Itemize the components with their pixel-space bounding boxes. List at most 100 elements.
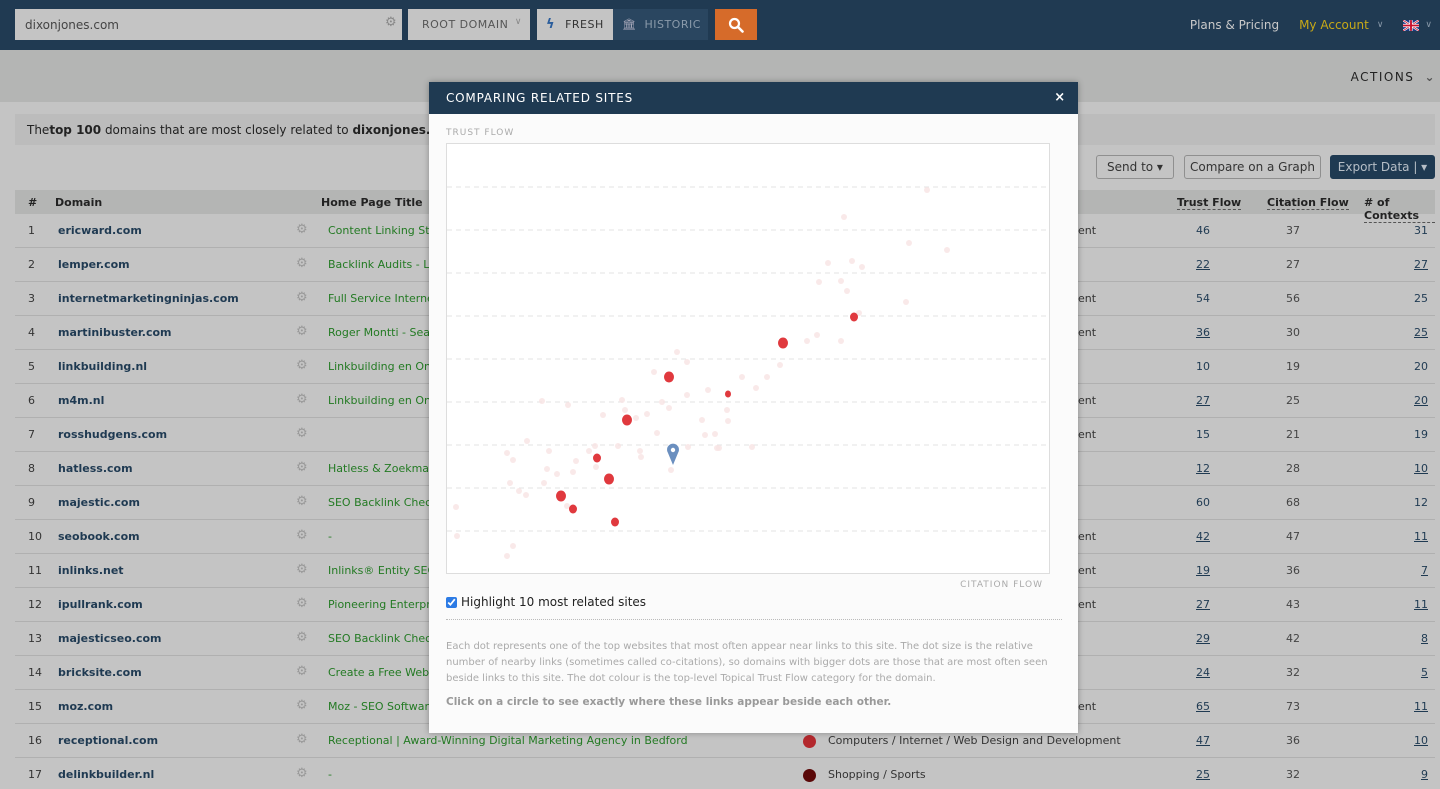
domain-link[interactable]: ipullrank.com	[58, 598, 143, 611]
trust-flow-value[interactable]: 42	[1196, 530, 1210, 543]
scatter-chart[interactable]	[446, 143, 1050, 574]
domain-link[interactable]: receptional.com	[58, 734, 159, 747]
header-citation-flow[interactable]: Citation Flow	[1267, 196, 1349, 210]
domain-link[interactable]: internetmarketingninjas.com	[58, 292, 239, 305]
domain-link[interactable]: bricksite.com	[58, 666, 142, 679]
gear-icon[interactable]: ⚙	[296, 256, 308, 271]
gear-icon[interactable]: ⚙	[296, 664, 308, 679]
domain-link[interactable]: delinkbuilder.nl	[58, 768, 155, 781]
map-pin-icon[interactable]	[667, 443, 679, 465]
gear-icon[interactable]: ⚙	[296, 222, 308, 237]
my-account-link[interactable]: My Account	[1299, 18, 1369, 32]
actions-menu[interactable]: ACTIONS ⌄	[1351, 70, 1436, 84]
gear-icon[interactable]: ⚙	[296, 358, 308, 373]
trust-flow-value[interactable]: 25	[1196, 768, 1210, 781]
domain-link[interactable]: martinibuster.com	[58, 326, 172, 339]
highlighted-site-dot[interactable]	[604, 473, 614, 485]
contexts-value[interactable]: 10	[1414, 734, 1428, 747]
contexts-value[interactable]: 10	[1414, 462, 1428, 475]
trust-flow-value[interactable]: 19	[1196, 564, 1210, 577]
gear-icon[interactable]: ⚙	[296, 324, 308, 339]
contexts-value[interactable]: 8	[1421, 632, 1428, 645]
chevron-down-icon[interactable]: ∨	[1376, 20, 1384, 30]
trust-flow-value[interactable]: 22	[1196, 258, 1210, 271]
trust-flow-value[interactable]: 27	[1196, 394, 1210, 407]
domain-link[interactable]: hatless.com	[58, 462, 133, 475]
trust-flow-value[interactable]: 29	[1196, 632, 1210, 645]
highlighted-site-dot[interactable]	[569, 504, 577, 514]
contexts-value[interactable]: 27	[1414, 258, 1428, 271]
send-to-button[interactable]: Send to ▾	[1096, 155, 1174, 179]
gear-icon[interactable]: ⚙	[296, 460, 308, 475]
contexts-value: 12	[1414, 496, 1428, 509]
trust-flow-value[interactable]: 65	[1196, 700, 1210, 713]
contexts-value[interactable]: 5	[1421, 666, 1428, 679]
contexts-value[interactable]: 7	[1421, 564, 1428, 577]
trust-flow-value[interactable]: 36	[1196, 326, 1210, 339]
domain-link[interactable]: majesticseo.com	[58, 632, 162, 645]
gear-icon[interactable]: ⚙	[296, 290, 308, 305]
gear-icon[interactable]: ⚙	[296, 766, 308, 781]
contexts-value[interactable]: 11	[1414, 530, 1428, 543]
trust-flow-value[interactable]: 47	[1196, 734, 1210, 747]
gear-icon[interactable]: ⚙	[296, 494, 308, 509]
scope-select[interactable]: ROOT DOMAIN ∨	[408, 9, 530, 40]
highlighted-site-dot[interactable]	[611, 517, 619, 527]
gear-icon[interactable]: ⚙	[296, 732, 308, 747]
domain-link[interactable]: linkbuilding.nl	[58, 360, 148, 373]
gear-icon[interactable]: ⚙	[385, 15, 397, 30]
citation-flow-value: 56	[1286, 292, 1300, 305]
gear-icon[interactable]: ⚙	[296, 528, 308, 543]
highlight-checkbox[interactable]	[446, 596, 457, 608]
chevron-down-icon[interactable]: ∨	[1425, 20, 1432, 30]
domain-link[interactable]: m4m.nl	[58, 394, 105, 407]
gear-icon[interactable]: ⚙	[296, 596, 308, 611]
gear-icon[interactable]: ⚙	[296, 426, 308, 441]
contexts-value[interactable]: 25	[1414, 326, 1428, 339]
uk-flag-icon[interactable]	[1403, 19, 1420, 31]
row-number: 7	[28, 428, 35, 441]
highlighted-site-dot[interactable]	[778, 337, 788, 349]
header-domain[interactable]: Domain	[55, 196, 103, 209]
highlight-toggle[interactable]: Highlight 10 most related sites	[446, 595, 646, 609]
header-title[interactable]: Home Page Title	[321, 196, 423, 209]
fresh-index-button[interactable]: ϟ FRESH	[537, 9, 613, 40]
domain-link[interactable]: rosshudgens.com	[58, 428, 168, 441]
contexts-value[interactable]: 9	[1421, 768, 1428, 781]
header-contexts[interactable]: # of Contexts	[1364, 196, 1435, 223]
highlighted-site-dot[interactable]	[850, 312, 858, 322]
trust-flow-value[interactable]: 12	[1196, 462, 1210, 475]
domain-search-input[interactable]: dixonjones.com ⚙	[15, 9, 402, 40]
highlighted-site-dot[interactable]	[664, 371, 674, 383]
close-icon[interactable]: ×	[1054, 90, 1066, 105]
gear-icon[interactable]: ⚙	[296, 630, 308, 645]
contexts-value[interactable]: 20	[1414, 394, 1428, 407]
gear-icon[interactable]: ⚙	[296, 562, 308, 577]
domain-link[interactable]: seobook.com	[58, 530, 140, 543]
trust-flow-value[interactable]: 24	[1196, 666, 1210, 679]
historic-index-button[interactable]: 🏛 HISTORIC	[613, 9, 708, 40]
search-button[interactable]	[715, 9, 757, 40]
domain-link[interactable]: lemper.com	[58, 258, 130, 271]
domain-link[interactable]: ericward.com	[58, 224, 142, 237]
domain-link[interactable]: majestic.com	[58, 496, 140, 509]
compare-graph-button[interactable]: Compare on a Graph	[1184, 155, 1321, 179]
highlighted-site-dot[interactable]	[556, 490, 566, 502]
domain-link[interactable]: moz.com	[58, 700, 114, 713]
plans-pricing-link[interactable]: Plans & Pricing	[1189, 18, 1280, 32]
contexts-value[interactable]: 11	[1414, 700, 1428, 713]
home-page-title: -	[328, 768, 332, 781]
gear-icon[interactable]: ⚙	[296, 392, 308, 407]
gear-icon[interactable]: ⚙	[296, 698, 308, 713]
highlighted-site-dot[interactable]	[725, 390, 731, 398]
trust-flow-value: 54	[1196, 292, 1210, 305]
header-trust-flow[interactable]: Trust Flow	[1177, 196, 1242, 210]
highlighted-site-dot[interactable]	[593, 453, 601, 463]
contexts-value[interactable]: 11	[1414, 598, 1428, 611]
row-number: 1	[28, 224, 35, 237]
highlighted-site-dot[interactable]	[622, 414, 632, 426]
domain-link[interactable]: inlinks.net	[58, 564, 124, 577]
home-page-title: Backlink Audits - Lin	[328, 258, 440, 271]
export-data-button[interactable]: Export Data | ▾	[1330, 155, 1435, 179]
trust-flow-value[interactable]: 27	[1196, 598, 1210, 611]
